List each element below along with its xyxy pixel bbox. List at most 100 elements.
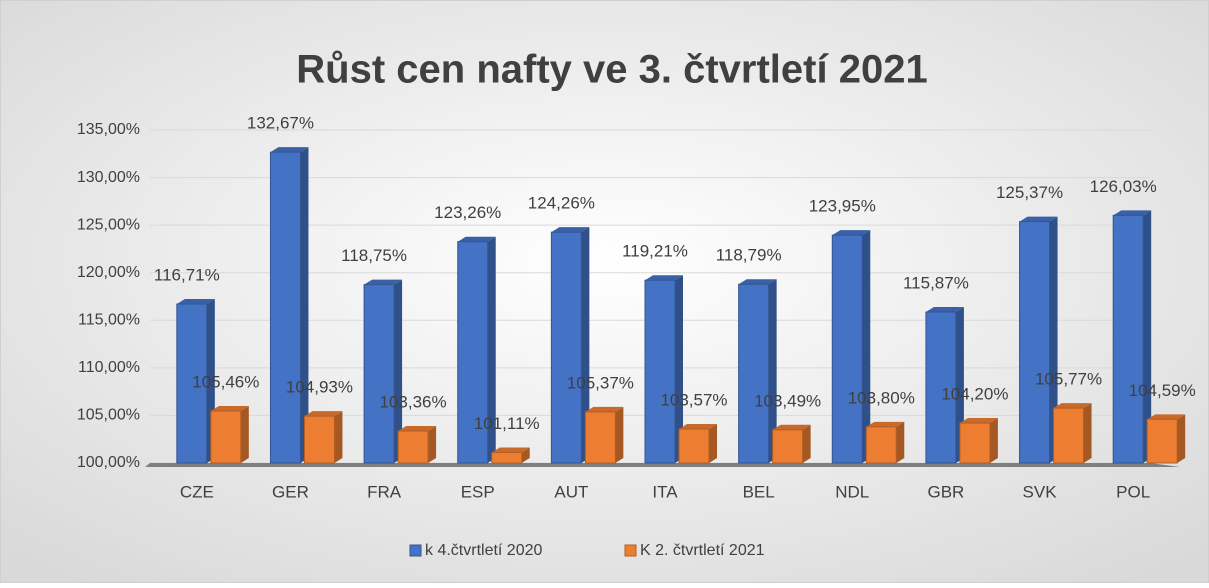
data-label: 115,87% (903, 273, 969, 292)
data-label: 132,67% (247, 114, 314, 133)
x-tick-label: POL (1116, 482, 1150, 501)
legend-swatch (624, 544, 637, 557)
y-tick-label: 100,00% (77, 454, 140, 471)
bar-side (709, 424, 717, 463)
y-tick-label: 115,00% (78, 312, 140, 329)
data-label: 104,20% (941, 385, 1008, 404)
bar-side (862, 230, 871, 463)
x-tick-label: FRA (367, 482, 402, 501)
bar-top (176, 299, 215, 305)
bar-side (581, 227, 590, 463)
bar (865, 426, 897, 464)
y-tick-label: 125,00% (77, 216, 140, 233)
data-label: 119,21% (622, 242, 688, 261)
x-tick-label: GER (272, 482, 309, 501)
data-label: 118,79% (716, 246, 782, 265)
bar-top (1113, 210, 1152, 216)
bar-side (989, 418, 998, 463)
bar-top (1147, 414, 1186, 420)
bar-top (210, 406, 249, 412)
data-label: 118,75% (341, 246, 407, 265)
bar (397, 430, 429, 464)
x-tick-label: CZE (180, 482, 214, 501)
data-label: 123,26% (434, 203, 501, 222)
y-tick-label: 110,00% (78, 359, 140, 376)
bar-top (551, 227, 590, 233)
y-tick-label: 135,00% (77, 121, 140, 138)
bar-side (896, 421, 905, 463)
x-tick-label: AUT (554, 482, 588, 501)
x-tick-label: SVK (1023, 482, 1058, 501)
bar-top (304, 411, 343, 417)
bar-side (487, 236, 496, 463)
bar (1019, 221, 1051, 464)
bar-side (394, 279, 403, 463)
bar-side (1049, 216, 1058, 463)
x-tick-label: ESP (461, 482, 495, 501)
data-label: 125,37% (996, 183, 1063, 202)
bar-top (1053, 403, 1092, 409)
data-label: 124,26% (528, 194, 595, 213)
legend-label: K 2. čtvrtletí 2021 (640, 542, 765, 559)
y-tick-label: 130,00% (77, 169, 140, 186)
y-tick-label: 105,00% (77, 407, 140, 424)
bar (644, 279, 676, 464)
bar (678, 428, 710, 464)
bar-side (768, 279, 777, 463)
bar (584, 411, 616, 464)
bar-top (645, 275, 683, 281)
bar-side (428, 426, 437, 463)
x-tick-label: GBR (927, 482, 964, 501)
bar-side (334, 411, 343, 463)
bar-top (832, 230, 871, 236)
data-label: 105,46% (192, 373, 259, 392)
bar-top (398, 426, 437, 432)
bar-side (300, 147, 309, 464)
bar (925, 311, 957, 464)
bar (176, 303, 208, 464)
bar (210, 410, 242, 464)
data-label: 116,71% (154, 266, 220, 285)
bar-side (675, 275, 683, 463)
bar-top (679, 424, 717, 430)
floor (145, 463, 1180, 467)
data-label: 104,59% (1129, 381, 1196, 400)
bar (959, 422, 991, 464)
bar-side (521, 447, 530, 463)
bar-side (1177, 414, 1186, 463)
bar-side (1083, 403, 1092, 463)
bar (550, 231, 582, 464)
bar-top (585, 406, 624, 412)
bar-top (772, 424, 811, 430)
data-label: 101,11% (474, 414, 540, 433)
data-label: 105,37% (567, 373, 634, 392)
bar (1146, 418, 1178, 464)
bar-side (615, 406, 624, 463)
data-label: 103,49% (754, 391, 821, 410)
data-label: 104,93% (286, 378, 353, 397)
bar (772, 429, 804, 464)
legend-label: k 4.čtvrtletí 2020 (425, 542, 542, 559)
x-tick-label: ITA (652, 482, 678, 501)
bar-side (240, 406, 249, 463)
data-label: 103,36% (380, 393, 447, 412)
bar (1053, 407, 1085, 464)
bar-top (457, 236, 496, 242)
bar (269, 151, 301, 464)
bar-top (364, 279, 403, 285)
bar-top (270, 147, 309, 153)
data-label: 103,57% (660, 391, 727, 410)
chart-title: Růst cen nafty ve 3. čtvrtletí 2021 (296, 48, 927, 92)
bar (738, 283, 770, 464)
y-tick-label: 120,00% (77, 264, 140, 281)
bar (303, 415, 335, 464)
data-label: 105,77% (1035, 370, 1102, 389)
bar-side (802, 424, 811, 463)
legend-swatch (409, 544, 422, 557)
bar (363, 284, 395, 464)
data-label: 103,80% (848, 388, 915, 407)
bar-side (1143, 210, 1152, 463)
